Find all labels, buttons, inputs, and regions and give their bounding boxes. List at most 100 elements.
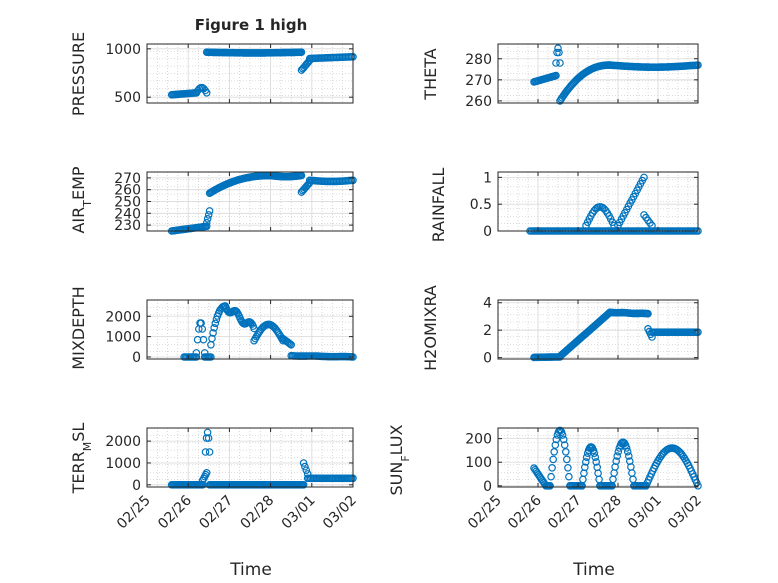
data-point-sun_flux: [613, 452, 622, 460]
data-point-air_temp: [205, 207, 214, 215]
x-tick-label: 02/25: [465, 493, 505, 533]
y-tick-label: 270: [114, 171, 141, 187]
data-point-sun_flux: [595, 475, 603, 484]
data-point-mixdepth: [207, 340, 215, 349]
y-tick-label: 260: [465, 94, 492, 110]
data-point-mixdepth: [286, 340, 294, 348]
data-point-sun_flux: [610, 469, 618, 477]
axes-box: [146, 43, 354, 104]
data-point-sun_flux: [561, 447, 570, 456]
data-point-sun_flux: [582, 453, 591, 462]
x-tick-label: 02/27: [545, 493, 585, 533]
data-point-sun_flux: [609, 475, 617, 484]
data-point-sun_flux: [559, 435, 568, 444]
data-point-mixdepth: [210, 323, 219, 332]
data-point-sun_flux: [552, 435, 561, 444]
panel-sun-flux: SUNFLUX 0 100 200 02/25 02/26 02/27 02/28 03/01…: [387, 424, 705, 532]
data-point-theta: [556, 59, 564, 67]
axes-box: [497, 427, 699, 488]
data-point-terr_msl: [202, 468, 211, 477]
y-tick-label: 270: [465, 73, 492, 89]
x-tick-label: 03/02: [320, 493, 360, 533]
x-tick-label: 02/26: [155, 492, 195, 532]
data-point-mixdepth: [192, 353, 201, 361]
y-tick-label: 4: [483, 296, 492, 312]
data-point-mixdepth: [207, 353, 215, 361]
data-point-sun_flux: [581, 458, 590, 466]
y-tick-label: 0.5: [470, 197, 492, 213]
data-point-terr_msl: [205, 448, 214, 456]
y-tick-label: 2: [483, 323, 492, 339]
y-tick-label: 1000: [105, 456, 141, 472]
axes-box: [497, 171, 699, 232]
data-point-sun_flux: [565, 472, 573, 481]
axes-box: [497, 43, 699, 104]
data-point-sun_flux: [591, 453, 600, 462]
data-point-rainfall: [610, 221, 618, 230]
data-point-air_temp: [203, 215, 212, 223]
data-point-sun_flux: [580, 463, 589, 472]
data-point-sun_flux: [564, 463, 572, 472]
y-tick-label: 250: [114, 195, 141, 211]
y-tick-label: 0: [483, 224, 492, 240]
ylabel-terr-msl: TERRMSL: [69, 423, 94, 495]
panel-h2omixra: H2OMIXRA 0 2 4: [421, 285, 702, 371]
xlabel-time-left: Time: [229, 560, 272, 580]
x-tick-label: 03/02: [665, 493, 705, 533]
data-point-terr_msl: [302, 466, 311, 475]
axes-box: [146, 299, 354, 360]
data-point-sun_flux: [546, 481, 554, 490]
data-point-air_temp: [204, 211, 213, 219]
data-point-sun_flux: [623, 447, 632, 456]
data-point-sun_flux: [550, 447, 559, 456]
data-point-pressure: [297, 48, 306, 57]
y-tick-label: 0: [483, 351, 492, 367]
figure-title: Figure 1 high: [195, 16, 308, 34]
y-tick-label: 2000: [105, 309, 141, 325]
y-tick-label: 1000: [105, 42, 141, 58]
panel-pressure: PRESSURE 500 1000: [69, 32, 357, 116]
data-point-h2omixra: [644, 309, 652, 318]
y-tick-label: 200: [465, 432, 492, 448]
data-point-sun_flux: [556, 426, 565, 435]
data-point-mixdepth: [211, 319, 220, 328]
panel-mixdepth: MIXDEPTH 0 1000 2000: [69, 286, 357, 370]
data-point-sun_flux: [624, 452, 633, 460]
data-point-terr_msl: [201, 448, 210, 456]
data-point-mixdepth: [287, 340, 296, 349]
ylabel-h2omixra: H2OMIXRA: [421, 285, 440, 371]
y-tick-label: 0: [483, 479, 492, 495]
y-tick-label: 100: [465, 455, 492, 471]
data-point-mixdepth: [209, 329, 217, 337]
panel-theta: THETA 260 270 280: [421, 43, 702, 110]
ylabel-mixdepth: MIXDEPTH: [69, 286, 88, 369]
data-point-pressure: [202, 89, 211, 97]
data-point-sun_flux: [628, 469, 636, 477]
axes-box: [497, 299, 699, 360]
y-tick-label: 2000: [105, 434, 141, 450]
ylabel-theta: THETA: [421, 48, 440, 100]
data-point-sun_flux: [590, 449, 599, 458]
data-point-rainfall: [648, 221, 656, 230]
data-point-mixdepth: [199, 335, 208, 344]
data-point-theta: [555, 48, 563, 57]
data-point-theta: [554, 44, 562, 53]
data-point-theta: [552, 71, 560, 80]
y-tick-label: 1000: [105, 330, 141, 346]
data-point-air_temp: [202, 222, 211, 231]
x-tick-label: 02/26: [505, 492, 545, 532]
data-point-sun_flux: [547, 472, 555, 481]
data-point-sun_flux: [592, 458, 601, 466]
data-point-terr_msl: [299, 459, 308, 467]
x-tick-label: 02/25: [114, 493, 154, 533]
y-tick-label: 280: [465, 52, 492, 68]
data-point-sun_flux: [562, 455, 571, 464]
axes-box: [146, 427, 354, 488]
data-point-sun_flux: [549, 455, 558, 464]
data-point-mixdepth: [208, 334, 216, 343]
data-point-sun_flux: [622, 444, 631, 452]
y-tick-label: 1: [483, 170, 492, 186]
